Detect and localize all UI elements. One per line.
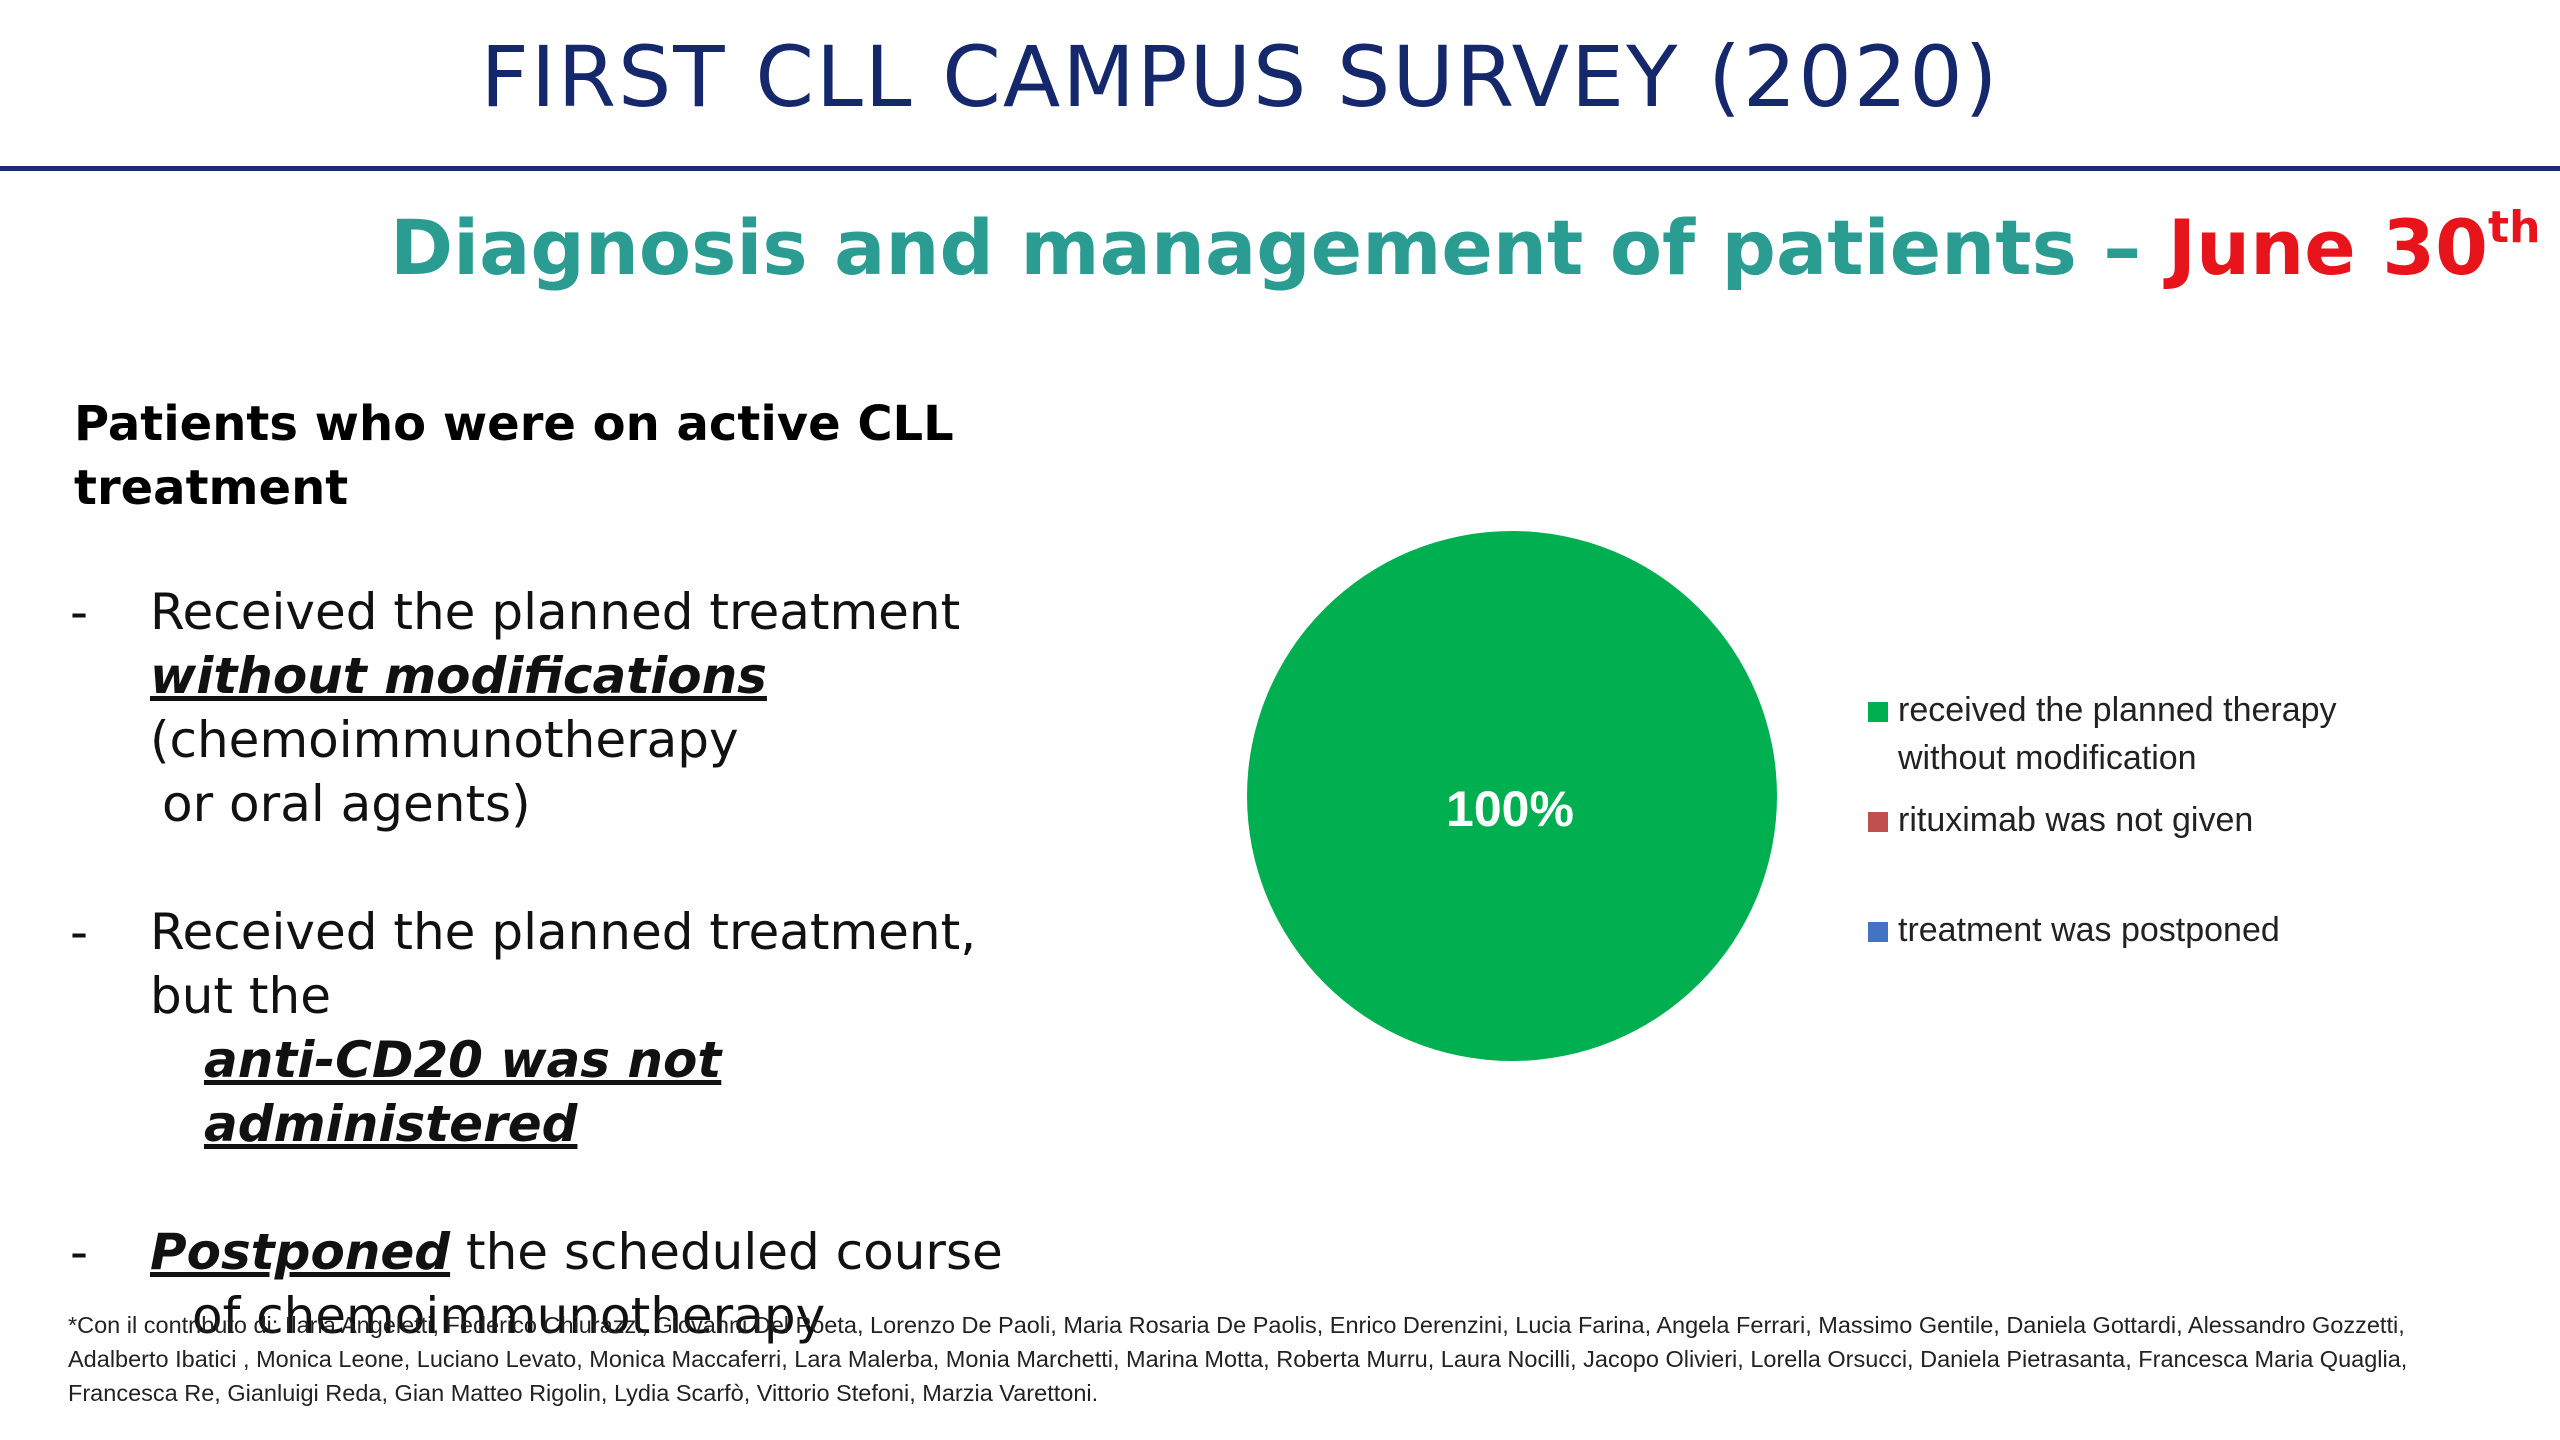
bullet-1-line-4: or oral agents) [162,775,531,833]
subtitle-date-suffix: th [2488,202,2541,253]
legend-item-postponed: treatment was postponed [1862,906,2462,954]
bullet-item-2: - Received the planned treatment, but th… [70,900,1090,1156]
subtitle: Diagnosis and management of patients – J… [390,198,2540,298]
bullet-list: - Received the planned treatment without… [70,580,1090,1348]
subtitle-main: Diagnosis and management of patients – [390,203,2142,292]
section-heading: Patients who were on active CLL treatmen… [74,396,954,516]
subtitle-date: June 30th [2168,203,2541,292]
pie-chart: 100% [1247,531,1777,1061]
bullet-dash: - [70,903,89,961]
legend-swatch [1868,922,1888,942]
legend-label: rituximab was not given [1898,801,2254,839]
legend-swatch [1868,812,1888,832]
pie-data-label: 100% [1446,781,1574,837]
bullet-1-line-1: Received the planned treatment [150,583,961,641]
legend-item-received: received the planned therapy without mod… [1862,686,2462,782]
bullet-item-3: - Postponed the scheduled course of chem… [70,1220,1090,1348]
bullet-item-1: - Received the planned treatment without… [70,580,1090,836]
bullet-2-line-1: Received the planned treatment, [150,903,977,961]
bullet-3-line-2: of chemoimmunotherapy [192,1287,826,1345]
pie-slice-0 [1247,531,1777,1061]
bullet-2-emphasis: anti-CD20 was not administered [204,1031,722,1153]
chart-legend: received the planned therapy without mod… [1862,686,2462,954]
legend-swatch [1868,702,1888,722]
bullet-dash: - [70,1223,89,1281]
legend-label: treatment was postponed [1898,911,2280,949]
bullet-2-line-2: but the [150,967,331,1025]
page-title: FIRST CLL CAMPUS SURVEY (2020) [480,28,2000,126]
bullet-1-emphasis: without modifications [150,647,767,705]
bullet-1-line-3: (chemoimmunotherapy [150,711,739,769]
legend-item-rituximab: rituximab was not given [1862,796,2462,844]
bullet-3-line-1: Postponed the scheduled course [150,1220,1090,1284]
bullet-3-rest: the scheduled course [450,1223,1003,1281]
bullet-dash: - [70,583,89,641]
title-divider [0,166,2560,171]
legend-label-line-1: received the planned therapy [1898,691,2337,729]
footnote: *Con il contributo di: Ilaria Angeletti,… [68,1312,2408,1406]
legend-label-line-2: without modification [1898,739,2197,777]
bullet-3-emphasis: Postponed [150,1223,451,1281]
subtitle-date-text: June 30 [2167,203,2489,292]
